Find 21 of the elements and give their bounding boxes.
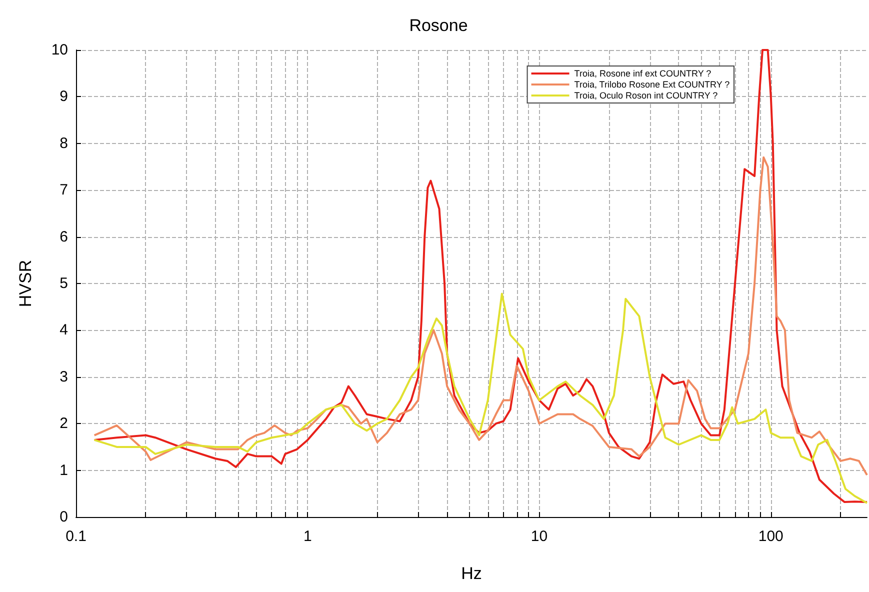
x-axis-title: Hz [461, 564, 482, 583]
y-tick-label: 4 [60, 322, 68, 339]
y-tick-label: 1 [60, 462, 68, 479]
y-tick-label: 5 [60, 275, 68, 292]
y-tick-label: 2 [60, 415, 68, 432]
y-tick-label: 6 [60, 228, 68, 246]
x-tick-label: 100 [758, 528, 784, 545]
x-tick-label: 0.1 [66, 528, 86, 545]
legend-label: Troia, Oculo Roson int COUNTRY ? [574, 90, 718, 100]
legend-label: Troia, Rosone inf ext COUNTRY ? [574, 68, 712, 78]
y-axis-title: HVSR [16, 260, 35, 308]
y-tick-label: 8 [60, 134, 68, 152]
y-tick-label: 0 [60, 508, 68, 526]
x-tick-label: 10 [530, 528, 548, 545]
y-tick-label: 3 [60, 368, 68, 386]
chart-title: Rosone [409, 16, 468, 35]
y-tick-label: 7 [60, 182, 68, 199]
x-tick-label: 1 [303, 528, 312, 545]
legend-label: Troia, Trilobo Rosone Ext COUNTRY ? [574, 80, 730, 90]
y-tick-label: 9 [60, 88, 68, 106]
y-tick-label: 10 [51, 42, 68, 58]
